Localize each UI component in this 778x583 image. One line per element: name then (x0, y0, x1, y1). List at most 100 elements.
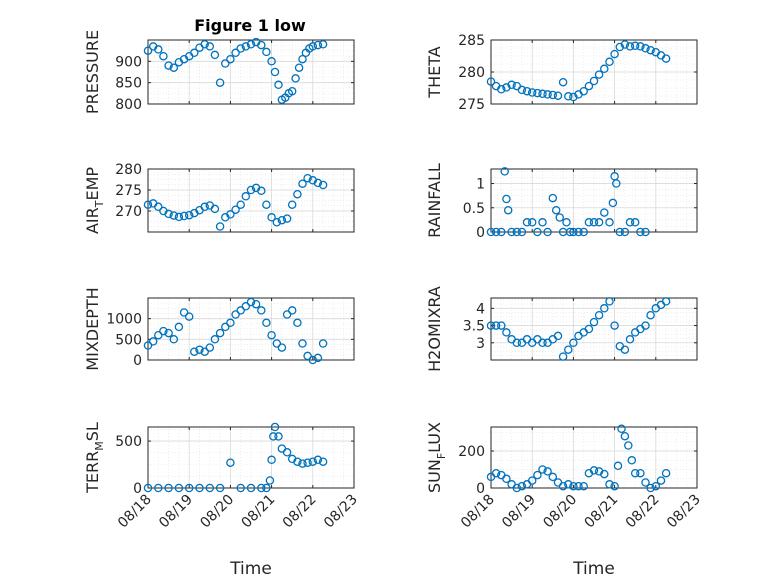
data-point (308, 176, 318, 185)
data-point (574, 481, 583, 491)
data-point (491, 227, 501, 237)
data-point (564, 480, 573, 489)
y-tick-label: 280 (458, 65, 485, 81)
data-point (558, 481, 568, 491)
data-point (210, 335, 220, 344)
y-tick-label: 500 (115, 434, 142, 450)
data-point (636, 42, 645, 51)
data-point (308, 355, 318, 365)
data-point (215, 78, 225, 87)
data-point (298, 179, 307, 188)
data-series-rainfall (486, 167, 650, 237)
data-point (615, 42, 625, 52)
data-point (143, 341, 153, 350)
data-point (522, 86, 532, 96)
data-point (143, 200, 153, 209)
data-point (159, 326, 168, 336)
data-point (154, 202, 163, 212)
data-point (246, 40, 256, 49)
data-point (491, 468, 501, 478)
data-point (241, 302, 251, 311)
subplot-air_temp: 270 275 280 AIRTEMP (83, 162, 355, 234)
data-point (538, 338, 547, 348)
data-point (579, 86, 588, 96)
subplot-theta: 275 280 285 THETA (425, 33, 698, 113)
data-point (538, 218, 547, 227)
data-point (646, 45, 655, 55)
data-point (270, 422, 280, 432)
y-axis-label: THETA (425, 46, 444, 98)
data-point (174, 483, 184, 493)
data-point (313, 455, 323, 465)
data-series-sun_flux (486, 424, 671, 493)
data-point (617, 424, 626, 434)
data-point (241, 42, 251, 51)
y-tick-label: 270 (115, 204, 142, 220)
data-point (584, 324, 594, 334)
data-point (226, 210, 235, 219)
data-point (610, 481, 619, 491)
data-point (164, 328, 173, 338)
data-point (656, 476, 666, 485)
axes-box (147, 39, 355, 105)
y-tick-label: 0.5 (463, 201, 485, 217)
data-point (533, 88, 542, 98)
data-point (625, 42, 635, 51)
data-point (543, 90, 552, 99)
data-point (318, 339, 328, 348)
data-point (179, 211, 189, 221)
data-point (565, 227, 575, 237)
data-point (226, 458, 235, 467)
data-point (246, 483, 256, 493)
data-point (551, 205, 561, 215)
data-point (527, 88, 537, 97)
x-axis-label-left: Time (229, 559, 272, 579)
data-point (226, 318, 235, 328)
data-point (517, 481, 527, 491)
data-point (497, 85, 506, 94)
figure-title: Figure 1 low (194, 16, 306, 35)
data-point (205, 343, 215, 352)
data-point (148, 337, 158, 346)
data-point (569, 227, 578, 237)
data-point (200, 40, 209, 49)
data-point (641, 478, 650, 487)
y-axis-label: PRESSURE (83, 30, 102, 114)
data-point (543, 227, 552, 237)
data-point (651, 481, 661, 491)
data-point (502, 328, 511, 337)
data-point (195, 345, 204, 354)
data-point (620, 227, 630, 237)
data-point (553, 331, 563, 341)
data-point (251, 299, 261, 309)
y-tick-label: 4 (476, 301, 485, 317)
data-point (594, 218, 604, 227)
data-point (267, 57, 276, 66)
data-point (236, 483, 245, 493)
data-point (210, 204, 220, 214)
data-point (241, 192, 251, 201)
data-point (154, 45, 163, 54)
data-point (262, 47, 271, 57)
data-point (257, 186, 266, 196)
data-point (215, 483, 225, 493)
data-point (246, 185, 256, 195)
data-point (538, 89, 547, 99)
data-point (236, 306, 245, 315)
y-tick-label: 200 (458, 444, 485, 460)
subplot-pressure: 800 850 900 PRESSURE (83, 30, 355, 114)
data-point (630, 468, 640, 478)
data-point (282, 214, 292, 223)
data-point (533, 470, 542, 480)
data-point (507, 227, 516, 237)
data-point (600, 208, 609, 217)
data-point (270, 67, 280, 77)
data-point (267, 213, 276, 222)
data-point (257, 40, 266, 50)
data-point (562, 218, 571, 227)
y-axis-label: RAINFALL (425, 163, 444, 238)
data-point (277, 215, 287, 225)
data-series-terr_msl (143, 422, 328, 493)
data-point (512, 338, 522, 348)
